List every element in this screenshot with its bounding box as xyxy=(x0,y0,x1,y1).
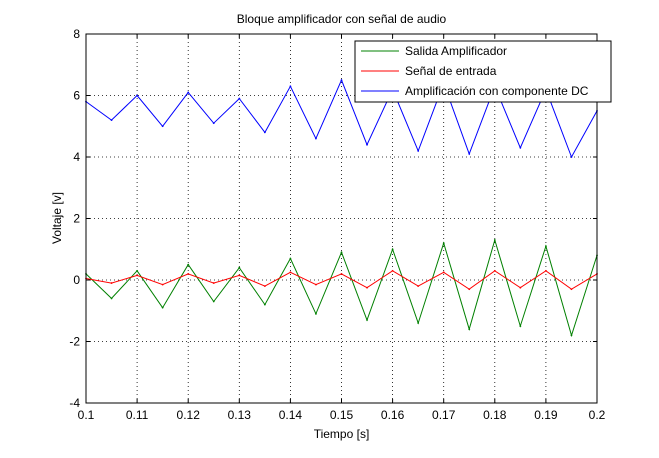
legend-label-salida: Salida Amplificador xyxy=(405,44,507,58)
data-point-senal-de-entrada xyxy=(366,286,368,289)
data-point-amplificacion-dc xyxy=(187,91,190,94)
data-point-senal-de-entrada xyxy=(212,282,215,284)
data-point-salida-amplificador xyxy=(366,319,368,321)
data-point-senal-de-entrada xyxy=(442,271,445,274)
data-point-salida-amplificador xyxy=(315,312,317,315)
data-point-senal-de-entrada xyxy=(263,285,266,288)
x-tick-label: 0.14 xyxy=(279,408,303,422)
data-point-salida-amplificador xyxy=(493,239,496,241)
x-tick-label: 0.2 xyxy=(589,408,606,422)
data-point-senal-de-entrada xyxy=(570,288,573,291)
data-point-salida-amplificador xyxy=(545,245,547,248)
data-point-senal-de-entrada xyxy=(391,269,394,272)
legend: Salida Amplificador Señal de entrada Amp… xyxy=(354,40,612,103)
x-tick-label: 0.16 xyxy=(381,408,405,422)
x-tick-label: 0.11 xyxy=(126,408,149,422)
data-point-amplificacion-dc xyxy=(417,149,420,152)
x-axis-label: Tiempo [s] xyxy=(314,427,370,441)
data-point-salida-amplificador xyxy=(442,242,445,245)
y-tick-label: -4 xyxy=(69,396,80,410)
data-point-amplificacion-dc xyxy=(340,79,343,82)
data-point-senal-de-entrada xyxy=(493,269,496,272)
data-point-senal-de-entrada xyxy=(340,272,343,275)
x-tick-label: 0.12 xyxy=(177,408,201,422)
x-tick-label: 0.18 xyxy=(483,408,507,422)
y-tick-label: 6 xyxy=(73,89,80,103)
data-point-senal-de-entrada xyxy=(545,269,547,272)
y-axis-label: Voltaje [v] xyxy=(50,192,64,244)
data-point-amplificacion-dc xyxy=(570,156,573,158)
y-tick-label: 4 xyxy=(73,150,80,164)
data-point-senal-de-entrada xyxy=(519,286,522,289)
y-tick-label: 8 xyxy=(73,27,80,41)
data-point-amplificacion-dc xyxy=(136,94,139,97)
data-point-amplificacion-dc xyxy=(212,122,215,125)
data-point-salida-amplificador xyxy=(519,325,522,328)
x-tick-label: 0.15 xyxy=(330,408,354,422)
data-point-amplificacion-dc xyxy=(161,125,164,128)
data-point-senal-de-entrada xyxy=(289,271,292,274)
legend-label-entrada: Señal de entrada xyxy=(405,64,497,78)
data-point-senal-de-entrada xyxy=(468,288,471,291)
data-point-amplificacion-dc xyxy=(110,119,113,121)
series-layer xyxy=(85,78,598,338)
data-point-salida-amplificador xyxy=(417,322,420,324)
data-point-salida-amplificador xyxy=(136,269,139,272)
data-point-senal-de-entrada xyxy=(315,283,317,286)
x-tick-label: 0.1 xyxy=(78,408,95,422)
ticks-layer: 0.1 0.11 0.12 0.13 0.14 0.15 0.16 0.17 0.18 0.19 0… xyxy=(69,27,605,422)
data-point-amplificacion-dc xyxy=(519,146,522,149)
data-point-salida-amplificador xyxy=(289,257,292,260)
data-point-salida-amplificador xyxy=(468,328,471,331)
y-tick-label: 0 xyxy=(73,273,80,287)
data-point-amplificacion-dc xyxy=(468,153,471,155)
data-point-salida-amplificador xyxy=(212,300,215,303)
data-point-amplificacion-dc xyxy=(366,143,368,146)
data-point-amplificacion-dc xyxy=(289,85,292,88)
y-tick-label: -2 xyxy=(69,335,80,349)
data-point-salida-amplificador xyxy=(263,303,266,306)
data-point-salida-amplificador xyxy=(570,334,573,337)
data-point-salida-amplificador xyxy=(161,306,164,309)
data-point-amplificacion-dc xyxy=(315,137,317,140)
data-point-senal-de-entrada xyxy=(136,274,139,277)
data-point-senal-de-entrada xyxy=(238,274,241,277)
data-point-amplificacion-dc xyxy=(263,131,266,134)
data-point-salida-amplificador xyxy=(340,251,343,254)
data-point-senal-de-entrada xyxy=(417,285,420,288)
data-point-senal-de-entrada xyxy=(161,283,164,286)
data-point-senal-de-entrada xyxy=(187,272,190,275)
data-point-salida-amplificador xyxy=(391,248,394,251)
y-tick-label: 2 xyxy=(73,212,80,226)
data-point-amplificacion-dc xyxy=(238,97,241,100)
chart-title: Bloque amplificador con señal de audio xyxy=(237,12,447,26)
data-point-salida-amplificador xyxy=(110,297,113,300)
x-tick-label: 0.19 xyxy=(534,408,558,422)
data-point-salida-amplificador xyxy=(238,266,241,269)
legend-label-dc: Amplificación con componente DC xyxy=(405,84,589,98)
x-tick-label: 0.13 xyxy=(228,408,252,422)
x-tick-label: 0.17 xyxy=(432,408,456,422)
grid-layer xyxy=(86,34,597,403)
data-point-senal-de-entrada xyxy=(110,282,113,284)
data-point-salida-amplificador xyxy=(187,263,190,266)
